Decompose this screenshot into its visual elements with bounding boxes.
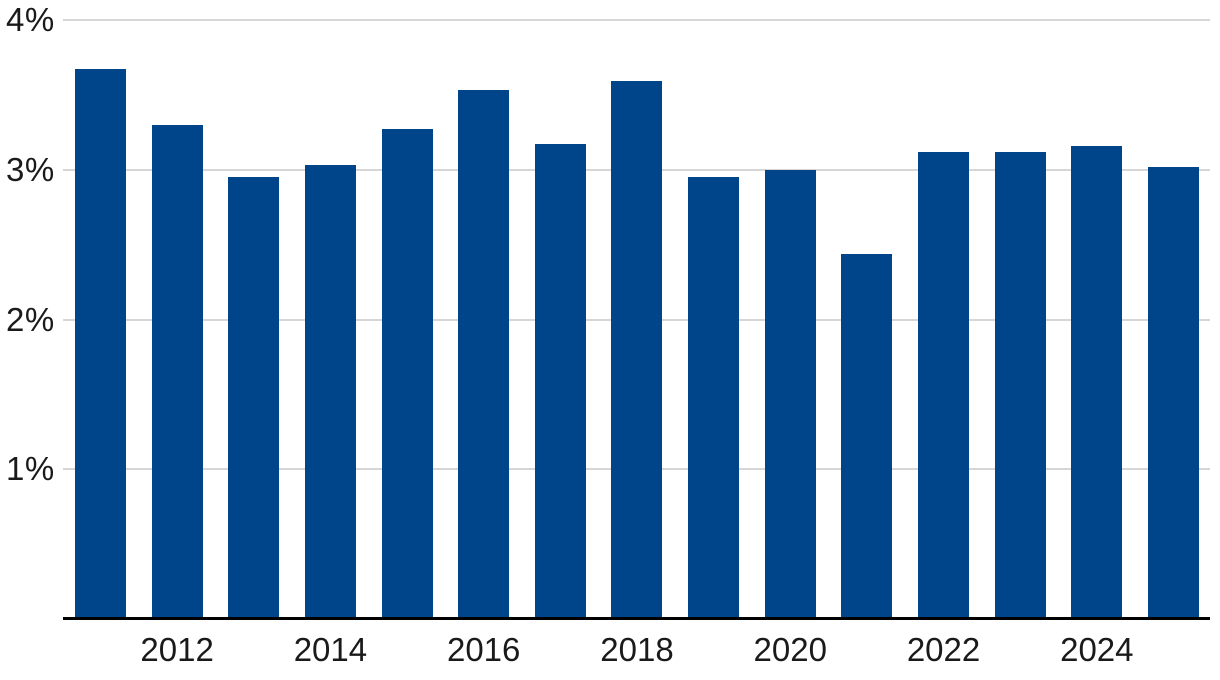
y-axis-tick-label: 3% [6,150,55,188]
bar-2024 [1071,145,1123,619]
x-axis-tick-label: 2016 [446,631,521,668]
bar-2013 [228,177,280,619]
x-axis-tick-label: 2014 [293,631,368,668]
bar-2015 [381,129,433,619]
bar-2012 [151,124,203,619]
bar-2019 [688,177,740,619]
bar-2016 [458,90,510,619]
bar-2025 [1147,166,1199,619]
y-axis-tick-label: 1% [6,450,55,488]
x-axis-tick-label: 2018 [600,631,674,668]
x-axis-tick-label: 2012 [140,631,214,668]
gridline-4pct [63,19,1210,21]
y-axis-tick-label: 4% [6,1,55,38]
x-axis-tick-label: 2020 [753,631,827,668]
bar-2011 [75,69,126,619]
bar-2018 [611,81,663,619]
bar-2023 [994,151,1046,619]
bar-2022 [918,151,970,619]
x-axis-tick-label: 2022 [906,631,981,668]
bar-2020 [764,169,816,619]
x-axis-tick-label: 2024 [1060,631,1134,668]
bar-2021 [841,253,893,619]
x-axis-line [63,617,1210,620]
bar-2017 [534,144,586,619]
y-axis-tick-label: 2% [6,300,55,338]
bar-2014 [304,165,356,619]
